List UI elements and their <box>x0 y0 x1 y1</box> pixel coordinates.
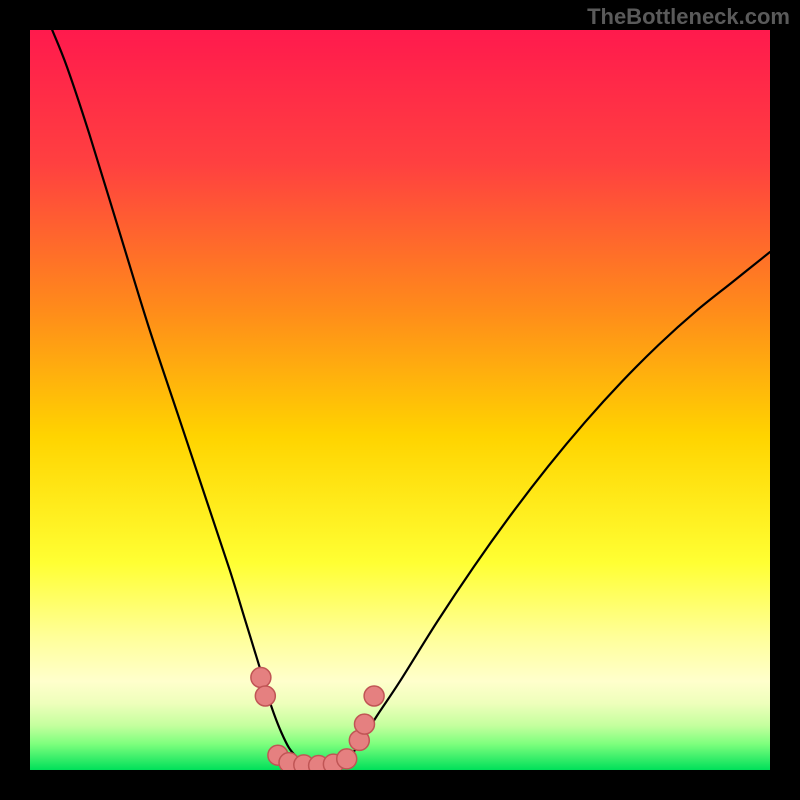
datapoint <box>354 714 374 734</box>
datapoint <box>364 686 384 706</box>
plot-background <box>30 30 770 770</box>
datapoint <box>251 668 271 688</box>
watermark-text: TheBottleneck.com <box>587 4 790 29</box>
bottleneck-chart: TheBottleneck.com <box>0 0 800 800</box>
datapoint <box>255 686 275 706</box>
chart-stage: TheBottleneck.com <box>0 0 800 800</box>
datapoint <box>337 749 357 769</box>
